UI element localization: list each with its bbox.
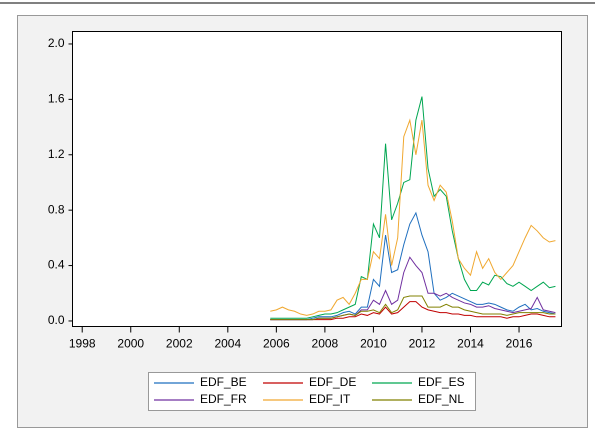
y-tick-label: 0.4 — [48, 258, 65, 272]
y-tick-label: 1.2 — [48, 147, 65, 161]
legend-box — [148, 372, 476, 411]
x-tick-label: 1998 — [69, 337, 96, 351]
legend-label: EDF_IT — [309, 392, 351, 406]
y-tick-label: 1.6 — [48, 92, 65, 106]
series-line — [270, 211, 556, 321]
x-tick-label: 2016 — [506, 337, 533, 351]
legend-label: EDF_BE — [200, 375, 247, 389]
x-tick-label: 2008 — [312, 337, 339, 351]
series-line — [270, 301, 556, 321]
legend-label: EDF_NL — [418, 392, 464, 406]
x-tick-label: 2002 — [166, 337, 193, 351]
series-line — [270, 96, 556, 319]
x-tick-label: 2012 — [409, 337, 436, 351]
y-tick-label: 2.0 — [48, 36, 65, 50]
plot-area — [72, 31, 562, 327]
y-tick-label: 0.8 — [48, 202, 65, 216]
legend-label: EDF_DE — [309, 375, 356, 389]
x-tick-label: 2000 — [117, 337, 144, 351]
x-tick-label: 2006 — [263, 337, 290, 351]
x-tick-label: 2014 — [457, 337, 484, 351]
series-line — [270, 295, 556, 321]
x-tick-label: 2004 — [214, 337, 241, 351]
series-line — [270, 118, 556, 316]
x-tick-label: 2010 — [360, 337, 387, 351]
legend-label: EDF_ES — [418, 375, 465, 389]
y-tick-label: 0.0 — [48, 313, 65, 327]
legend-label: EDF_FR — [200, 392, 247, 406]
